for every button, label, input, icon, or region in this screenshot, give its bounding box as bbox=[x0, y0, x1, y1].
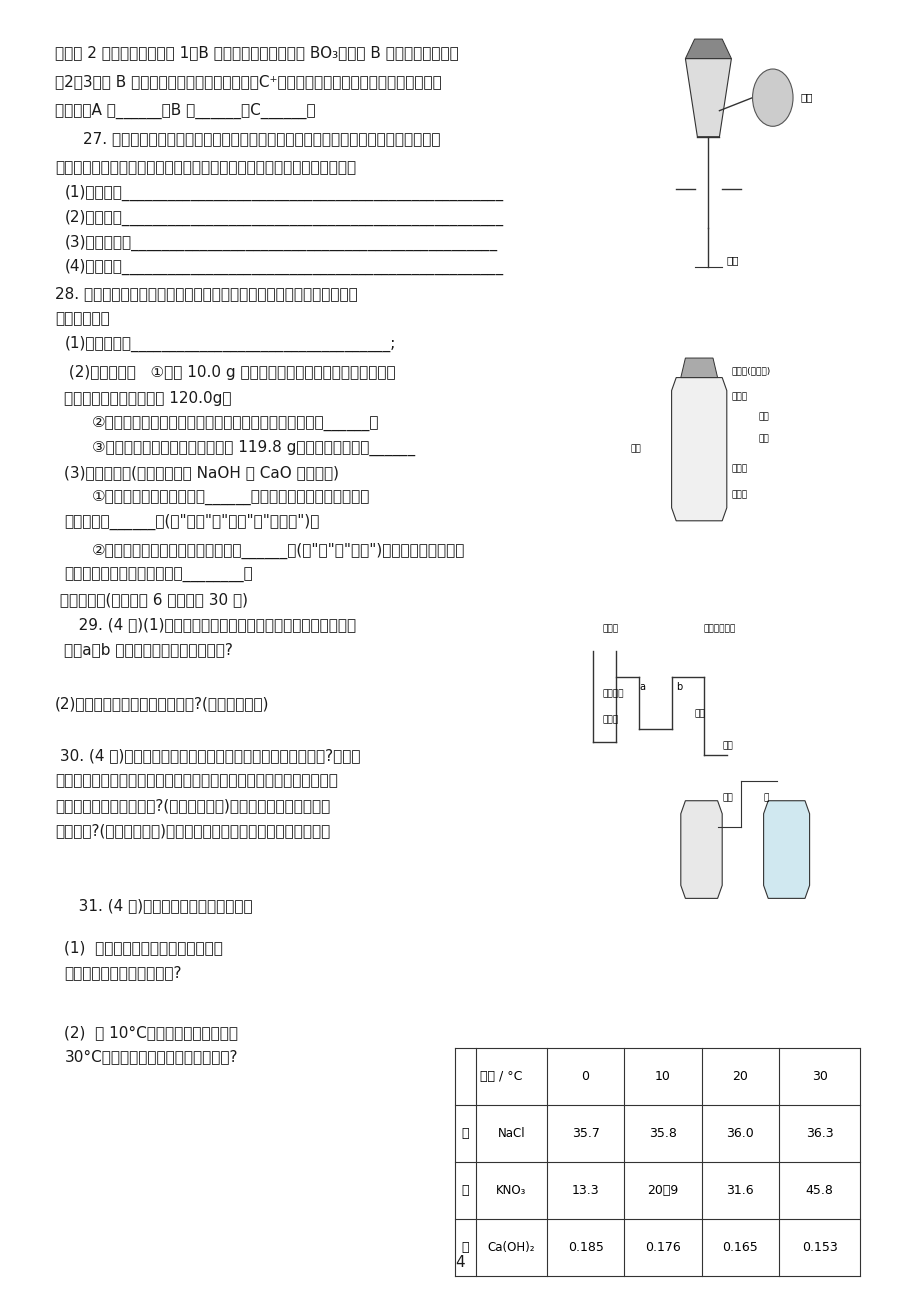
Text: 红磷: 红磷 bbox=[721, 794, 732, 803]
Text: 13.3: 13.3 bbox=[571, 1184, 599, 1197]
Text: 后，a、b 两处及烧杯中各有什么现象?: 后，a、b 两处及烧杯中各有什么现象? bbox=[64, 642, 233, 658]
Text: 气球: 气球 bbox=[800, 92, 812, 103]
Text: 方面应满足的条件是什么?(答出一条即可)该实验还可说明氮气具有: 方面应满足的条件是什么?(答出一条即可)该实验还可说明氮气具有 bbox=[55, 798, 330, 814]
Text: (2)采用微型实验装置有哪些优点?(答出一条即可): (2)采用微型实验装置有哪些优点?(答出一条即可) bbox=[55, 697, 269, 712]
Text: 为2：3，且 B 原子核内质子数与中子数相等；C⁺的电子层结构与氖原子的相同。请推断元: 为2：3，且 B 原子核内质子数与中子数相等；C⁺的电子层结构与氖原子的相同。请… bbox=[55, 74, 441, 90]
Text: (1)分解反应__________________________________________________: (1)分解反应_________________________________… bbox=[64, 185, 503, 201]
Text: (3)复分解反应________________________________________________: (3)复分解反应________________________________… bbox=[64, 234, 497, 250]
Text: 0.185: 0.185 bbox=[567, 1241, 603, 1254]
Polygon shape bbox=[671, 378, 726, 521]
Polygon shape bbox=[685, 59, 731, 137]
Text: 粗锌纯度将______；(填"偏大"、"偏小"或"无影响")。: 粗锌纯度将______；(填"偏大"、"偏小"或"无影响")。 bbox=[64, 514, 320, 530]
Circle shape bbox=[752, 69, 792, 126]
Text: 碱石灰: 碱石灰 bbox=[731, 393, 747, 401]
Text: 29. (4 分)(1)右图是某微型实验的装置图。试管中的反应发生: 29. (4 分)(1)右图是某微型实验的装置图。试管中的反应发生 bbox=[64, 617, 357, 633]
Text: 28. 某化学兴趣小组拟用右图装置对某粗锌样品进行纯度检测。请填写以: 28. 某化学兴趣小组拟用右图装置对某粗锌样品进行纯度检测。请填写以 bbox=[55, 286, 357, 302]
Text: 温度 / °C: 温度 / °C bbox=[480, 1070, 522, 1083]
Text: a: a bbox=[639, 682, 645, 693]
Text: 粗锌: 粗锌 bbox=[630, 445, 641, 453]
Text: 35.7: 35.7 bbox=[571, 1128, 599, 1141]
Text: 0.153: 0.153 bbox=[800, 1241, 836, 1254]
Text: 澄清的石灰水: 澄清的石灰水 bbox=[703, 625, 735, 634]
Text: 铜网: 铜网 bbox=[758, 435, 769, 443]
Text: 0.176: 0.176 bbox=[644, 1241, 680, 1254]
Text: 到气球胀大现象，请分别写出一个符合图中现象和下列要求的化学方程式：: 到气球胀大现象，请分别写出一个符合图中现象和下列要求的化学方程式： bbox=[55, 160, 356, 176]
Text: ③反应完全后，称得装置总质量为 119.8 g，则粗锌的纯度为______: ③反应完全后，称得装置总质量为 119.8 g，则粗锌的纯度为______ bbox=[92, 440, 414, 456]
Text: 素符号：A 为______；B 为______；C______。: 素符号：A 为______；B 为______；C______。 bbox=[55, 103, 315, 118]
Text: ①该实验中碱石灰的作用是______；若不用碱石灰，则所测得的: ①该实验中碱石灰的作用是______；若不用碱石灰，则所测得的 bbox=[92, 490, 370, 505]
Polygon shape bbox=[685, 39, 731, 59]
Text: 来，最好采用的方法是什么?: 来，最好采用的方法是什么? bbox=[64, 965, 182, 980]
Text: (1)  使氯化钠从其饱和溶液中结晶出: (1) 使氯化钠从其饱和溶液中结晶出 bbox=[64, 940, 223, 956]
Text: 固体: 固体 bbox=[726, 255, 739, 266]
Text: 45.8: 45.8 bbox=[805, 1184, 833, 1197]
Text: 塑料瓶(有底孔): 塑料瓶(有底孔) bbox=[731, 367, 770, 375]
Text: 石灰石: 石灰石 bbox=[602, 716, 618, 725]
Text: 三、简答题(本题包括 6 个题，共 30 分): 三、简答题(本题包括 6 个题，共 30 分) bbox=[55, 592, 248, 608]
Text: 下实验报告。: 下实验报告。 bbox=[55, 311, 110, 327]
Text: 30°C，溶液中溶质的质量将如何变化?: 30°C，溶液中溶质的质量将如何变化? bbox=[64, 1049, 238, 1065]
Text: Ca(OH)₂: Ca(OH)₂ bbox=[487, 1241, 535, 1254]
Polygon shape bbox=[680, 358, 717, 378]
Text: 挡板: 挡板 bbox=[694, 710, 705, 719]
Text: b: b bbox=[675, 682, 682, 693]
Text: (4)置换反应__________________________________________________: (4)置换反应_________________________________… bbox=[64, 259, 503, 275]
Text: 灰石样品纯度的测定，理由是________。: 灰石样品纯度的测定，理由是________。 bbox=[64, 568, 253, 583]
Text: 4: 4 bbox=[455, 1255, 464, 1271]
Polygon shape bbox=[680, 801, 721, 898]
Text: (3)问题探究：(已知碱石灰为 NaOH 和 CaO 的混合物): (3)问题探究：(已知碱石灰为 NaOH 和 CaO 的混合物) bbox=[64, 465, 339, 480]
Text: 0.165: 0.165 bbox=[721, 1241, 757, 1254]
Text: 称得仪器和药品总质量为 120.0g。: 称得仪器和药品总质量为 120.0g。 bbox=[64, 391, 232, 406]
Polygon shape bbox=[763, 801, 809, 898]
Text: (1)实验目的：__________________________________;: (1)实验目的：________________________________… bbox=[64, 336, 395, 352]
Text: 36.3: 36.3 bbox=[805, 1128, 833, 1141]
Text: 20: 20 bbox=[732, 1070, 747, 1083]
Text: ②若将粗锌换成石灰石，原实验方案______；(填"能"或"不能")用于石灰石样用于石: ②若将粗锌换成石灰石，原实验方案______；(填"能"或"不能")用于石灰石样… bbox=[92, 543, 465, 559]
Text: 装置做测定空气中氧气含量的实验时，要达到实验目的，反应物或装置: 装置做测定空气中氧气含量的实验时，要达到实验目的，反应物或装置 bbox=[55, 773, 337, 789]
Text: 20．9: 20．9 bbox=[647, 1184, 678, 1197]
Text: KNO₃: KNO₃ bbox=[495, 1184, 526, 1197]
Text: 溶: 溶 bbox=[461, 1128, 469, 1141]
Text: 31.6: 31.6 bbox=[726, 1184, 754, 1197]
Text: 0: 0 bbox=[581, 1070, 589, 1083]
Text: 哪些性质?(答出一条即可)。写出该实验中有关反应的化学方程式。: 哪些性质?(答出一条即可)。写出该实验中有关反应的化学方程式。 bbox=[55, 823, 330, 838]
Text: (2)实验步骤：   ①称取 10.0 g 粗锌置于铜网中，按图示装置组装后，: (2)实验步骤： ①称取 10.0 g 粗锌置于铜网中，按图示装置组装后， bbox=[64, 365, 395, 380]
Text: ②将铜网插入足量的稀盐酸中，有关反应的化学方程式为______；: ②将铜网插入足量的稀盐酸中，有关反应的化学方程式为______； bbox=[92, 415, 380, 431]
Text: 27. 如右图所示，打开分液漏斗，使其中的无色液体与试管中的固体接触反应，可观察: 27. 如右图所示，打开分液漏斗，使其中的无色液体与试管中的固体接触反应，可观察 bbox=[83, 132, 440, 147]
Text: 30: 30 bbox=[811, 1070, 826, 1083]
Text: 紫色石蕊: 紫色石蕊 bbox=[602, 690, 623, 699]
Text: 31. (4 分)请根据右表回答下列问题。: 31. (4 分)请根据右表回答下列问题。 bbox=[64, 898, 253, 914]
Text: 度: 度 bbox=[461, 1241, 469, 1254]
Text: (2)化合反应__________________________________________________: (2)化合反应_________________________________… bbox=[64, 210, 503, 225]
Text: 稀盐酸: 稀盐酸 bbox=[731, 491, 747, 499]
Text: 铜丝: 铜丝 bbox=[758, 413, 769, 421]
Text: 饮料瓶: 饮料瓶 bbox=[731, 465, 747, 473]
Text: 稀盐酸: 稀盐酸 bbox=[602, 625, 618, 634]
Text: 解: 解 bbox=[461, 1184, 469, 1197]
Text: 水: 水 bbox=[763, 794, 768, 803]
Text: 故比第 2 电子层的电子数少 1；B 的某氧化物的化学式为 BO₃，其中 B 与氧元素的质量比: 故比第 2 电子层的电子数少 1；B 的某氧化物的化学式为 BO₃，其中 B 与… bbox=[55, 46, 459, 61]
Text: (2)  将 10°C时的饱和石灰水升温到: (2) 将 10°C时的饱和石灰水升温到 bbox=[64, 1025, 238, 1040]
Text: NaCl: NaCl bbox=[497, 1128, 525, 1141]
Text: 蜡烛: 蜡烛 bbox=[721, 742, 732, 751]
Text: 10: 10 bbox=[654, 1070, 670, 1083]
Text: 30. (4 分)红磷燃烧除需要氧气外，还需要满足的条件是什么?按右图: 30. (4 分)红磷燃烧除需要氧气外，还需要满足的条件是什么?按右图 bbox=[55, 749, 360, 764]
Text: 35.8: 35.8 bbox=[648, 1128, 676, 1141]
Text: 36.0: 36.0 bbox=[725, 1128, 754, 1141]
